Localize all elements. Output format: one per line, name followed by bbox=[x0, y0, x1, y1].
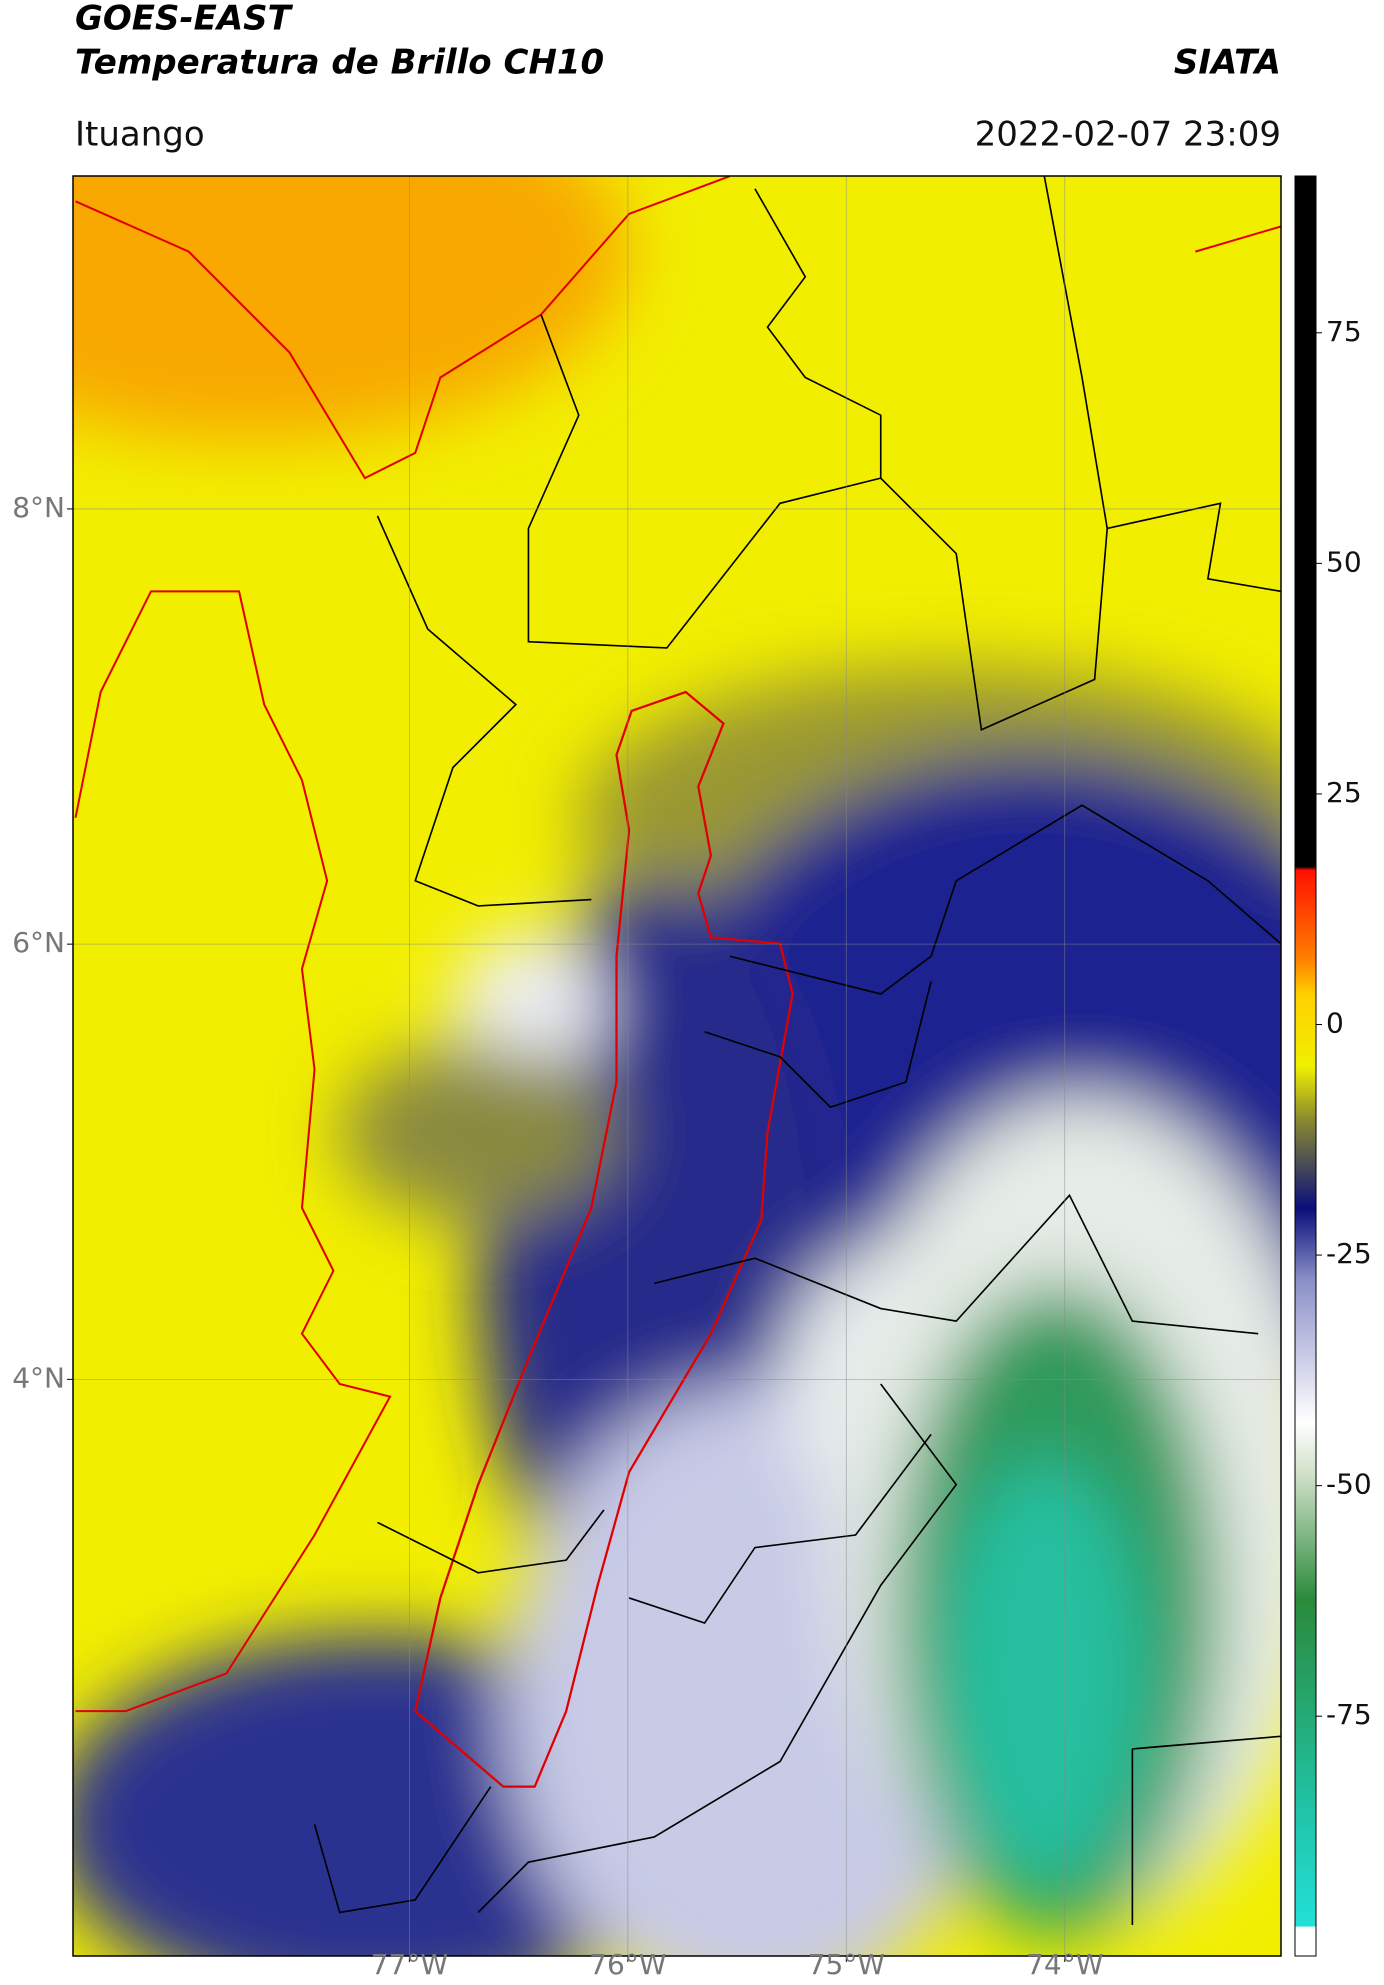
lon-tick-label: 77°W bbox=[371, 1948, 448, 1981]
lon-tick-label: 75°W bbox=[808, 1948, 885, 1981]
colorbar-tick-label: -50 bbox=[1326, 1468, 1372, 1501]
map-frame bbox=[72, 175, 1282, 1957]
lon-tick-label: 76°W bbox=[589, 1948, 666, 1981]
colorbar-tick-label: 75 bbox=[1326, 315, 1362, 348]
colorbar-tick-label: -75 bbox=[1326, 1698, 1372, 1731]
subtitle: Temperatura de Brillo CH10 bbox=[75, 43, 604, 83]
lon-tick-label: 74°W bbox=[1026, 1948, 1103, 1981]
colorbar-tick-label: 50 bbox=[1326, 545, 1362, 578]
colorbar-tick-label: 25 bbox=[1326, 776, 1362, 809]
region: Ituango bbox=[75, 115, 205, 155]
datetime: 2022-02-07 23:09 bbox=[975, 115, 1281, 155]
colorbar-tick-label: -25 bbox=[1326, 1237, 1372, 1270]
lat-tick-label: 6°N bbox=[12, 926, 65, 959]
title: GOES-EAST bbox=[75, 0, 294, 39]
colorbar bbox=[1294, 175, 1317, 1957]
graticule bbox=[73, 176, 1281, 1956]
lat-tick-label: 4°N bbox=[12, 1361, 65, 1394]
lat-tick-label: 8°N bbox=[12, 491, 65, 524]
colorbar-tick-label: 0 bbox=[1326, 1006, 1344, 1039]
source: SIATA bbox=[1174, 43, 1281, 83]
map bbox=[73, 176, 1281, 1956]
